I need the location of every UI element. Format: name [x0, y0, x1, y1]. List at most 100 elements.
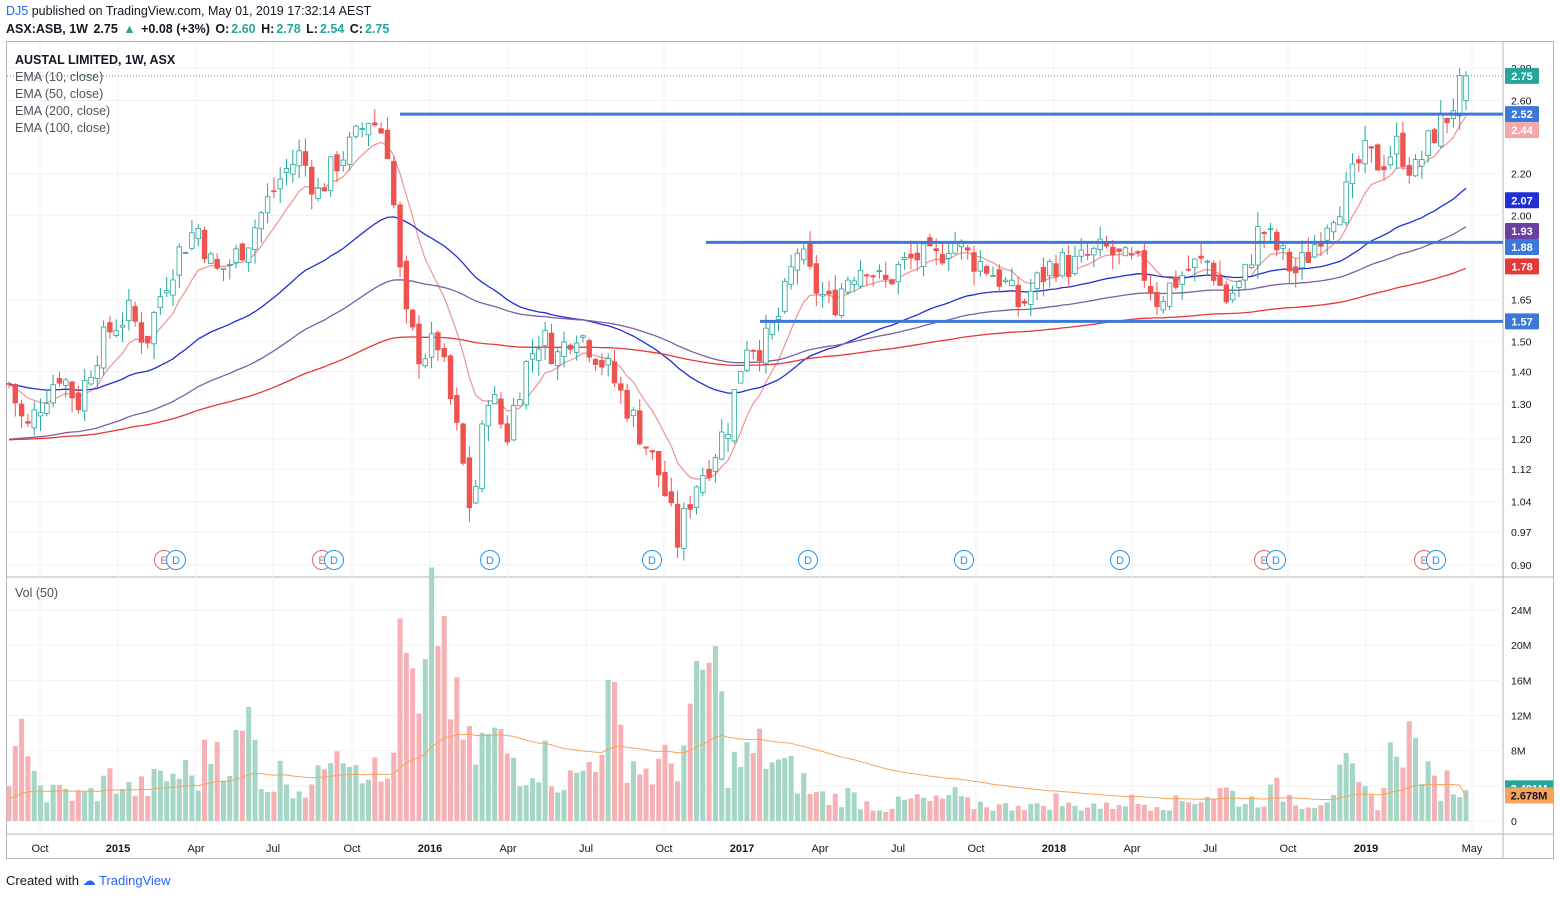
created-with-text: Created with	[6, 873, 79, 888]
volume-bar	[952, 787, 958, 821]
candle-body	[378, 128, 384, 134]
x-tick-label: 2015	[106, 843, 130, 855]
volume-bar	[649, 784, 655, 821]
volume-bar	[1160, 810, 1166, 821]
candle-body	[1362, 139, 1368, 165]
x-tick-label: Jul	[266, 843, 280, 855]
volume-bar	[851, 792, 857, 821]
volume-bar	[996, 804, 1002, 821]
x-tick-label: Oct	[967, 843, 984, 855]
volume-bar	[731, 751, 737, 821]
candle-body	[119, 324, 126, 328]
volume-bar	[820, 791, 826, 821]
candle-body	[302, 151, 309, 166]
volume-bar	[1431, 775, 1437, 821]
volume-bar	[315, 765, 321, 821]
candle-body	[857, 269, 864, 287]
volume-bar	[738, 766, 744, 821]
candle-body	[391, 161, 397, 206]
volume-bar	[637, 774, 643, 821]
candle-body	[1141, 250, 1148, 281]
candle-body	[946, 253, 952, 259]
volume-bar	[1267, 784, 1273, 821]
candle-body	[914, 252, 920, 261]
volume-bar	[1400, 767, 1406, 821]
candle-body	[977, 261, 984, 272]
legend-ema10[interactable]: EMA (10, close)	[15, 70, 104, 84]
volume-bar	[258, 788, 264, 821]
candle-body	[1280, 245, 1286, 249]
candle-body	[737, 370, 744, 384]
price-badge: 1.88	[1511, 242, 1532, 254]
volume-bar	[511, 757, 517, 821]
candle-body	[1318, 243, 1324, 247]
candle-body	[245, 247, 252, 263]
volume-bar	[492, 727, 498, 821]
volume-bar	[410, 668, 416, 821]
candle-body	[1343, 181, 1349, 224]
candle-body	[1419, 159, 1425, 167]
candle-body	[485, 404, 492, 427]
candle-body	[504, 423, 510, 443]
volume-bar	[864, 801, 870, 821]
volume-bar	[1040, 805, 1046, 821]
candle-body	[1047, 261, 1053, 277]
dividend-marker-label: D	[1116, 555, 1124, 567]
candle-body	[1034, 272, 1040, 289]
volume-bar	[441, 615, 447, 821]
candle-body	[630, 409, 637, 417]
candle-body	[182, 252, 189, 255]
candle-body	[460, 423, 466, 464]
volume-bar	[965, 797, 971, 821]
volume-bar	[227, 775, 233, 821]
candle-body	[832, 289, 838, 316]
tradingview-brand[interactable]: TradingView	[99, 873, 171, 888]
candle-body	[416, 323, 422, 365]
volume-bar	[1072, 805, 1078, 821]
price-change: +0.08 (+3%)	[141, 22, 210, 36]
candle-body	[700, 475, 706, 493]
dividend-marker-label: D	[960, 555, 968, 567]
candle-body	[1299, 252, 1305, 269]
volume-bar	[927, 800, 933, 821]
volume-bar	[1324, 802, 1330, 821]
legend-ema100[interactable]: EMA (100, close)	[15, 121, 111, 135]
volume-bar	[883, 811, 889, 821]
price-tick-label: 0.90	[1511, 560, 1532, 572]
candle-body	[580, 335, 586, 338]
low-value: 2.54	[319, 22, 345, 36]
legend-ema50[interactable]: EMA (50, close)	[15, 87, 104, 101]
candle-body	[605, 358, 611, 366]
candle-body	[466, 457, 473, 509]
candle-body	[819, 293, 826, 297]
price-tick-label: 1.30	[1511, 399, 1532, 411]
legend-volume[interactable]: Vol (50)	[15, 586, 59, 600]
candle-body	[50, 384, 56, 404]
price-badge-bg	[1505, 67, 1539, 84]
volume-bar	[378, 781, 384, 821]
volume-bar	[1343, 753, 1349, 821]
dividend-marker-icon	[1110, 550, 1130, 570]
volume-bar	[1312, 807, 1318, 821]
volume-bar	[561, 789, 567, 821]
candle-body	[409, 309, 416, 328]
candle-body	[1110, 246, 1116, 255]
volume-bar	[1305, 807, 1311, 821]
candle-body	[195, 227, 201, 240]
volume-bar	[750, 753, 756, 821]
volume-bar	[138, 776, 144, 821]
legend-ema200[interactable]: EMA (200, close)	[15, 104, 111, 118]
candle-body	[1002, 279, 1009, 282]
volume-bar	[183, 760, 189, 821]
volume-bar	[618, 724, 624, 821]
candle-body	[655, 451, 662, 476]
volume-bar	[839, 807, 845, 821]
volume-bar	[170, 773, 176, 821]
candle-body	[132, 306, 138, 322]
volume-bar	[624, 782, 630, 821]
candle-body	[397, 204, 403, 268]
volume-bar	[1349, 763, 1355, 821]
publisher-name[interactable]: DJ5	[6, 4, 29, 18]
volume-bar	[580, 770, 586, 821]
